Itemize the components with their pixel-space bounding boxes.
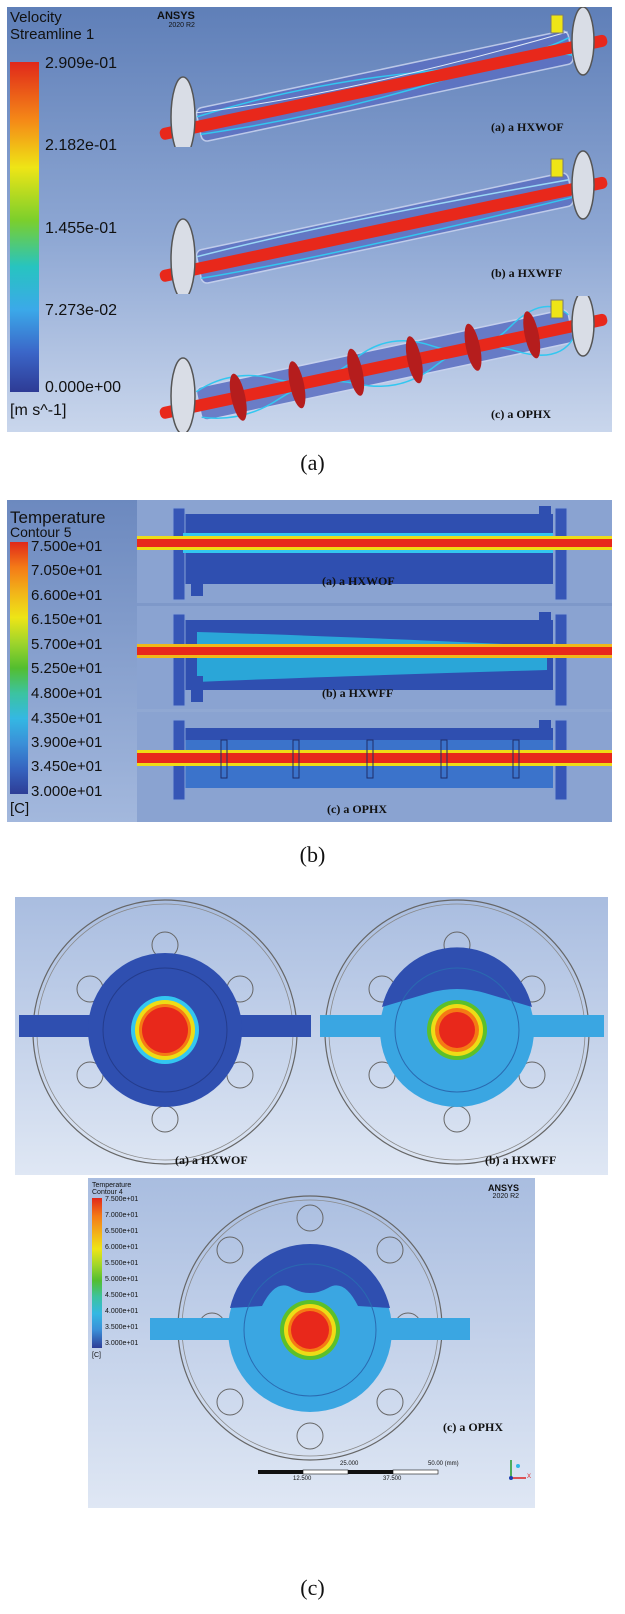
legend-value: 5.700e+01 [31,636,103,653]
case-hxwof-contour: (a) a HXWOF [137,500,612,603]
case-label: (b) a HXWFF [322,686,394,700]
legend-title: Temperature [92,1182,132,1189]
scale-label: 25.000 [340,1461,359,1467]
ansys-logo: ANSYS 2020 R2 [488,1183,520,1201]
case-label: (b) a HXWFF [491,266,563,280]
scale-label: 37.500 [383,1476,402,1482]
legend-value: 6.600e+01 [31,587,103,604]
legend-value: 2.182e-01 [45,137,118,154]
legend-value: 7.273e-02 [45,302,118,319]
legend-value: 1.455e-01 [45,220,118,237]
legend-value: 4.350e+01 [31,710,103,727]
legend-title: Temperature [10,508,106,527]
legend-value: 3.500e+01 [105,1324,139,1331]
legend-value: 4.000e+01 [105,1308,139,1315]
legend-unit: [m s^-1] [10,402,67,419]
legend-value: 7.500e+01 [105,1196,139,1203]
panel-b-temperature-contour: Temperature Contour 5 7.500e+01 7.050e+0… [7,500,612,822]
legend-value: 6.500e+01 [105,1228,139,1235]
velocity-color-bar [10,62,39,392]
legend-subtitle: Contour 4 [92,1189,123,1196]
caption-b: (b) [299,842,326,867]
legend-unit: [C] [10,800,30,817]
case-label: (a) a HXWOF [491,120,564,134]
case-hxwff-contour: (b) a HXWFF [137,606,612,709]
case-label: (c) a OPHX [327,802,387,816]
ansys-logo: ANSYS 2020 R2 [157,10,195,30]
legend-subtitle: Streamline 1 [10,26,95,43]
legend-value: 2.909e-01 [45,55,118,72]
legend-value: 4.800e+01 [31,685,103,702]
legend-title: Velocity [10,9,62,26]
case-label: (c) a OPHX [443,1420,503,1434]
panel-c-cross-sections: (a) a HXWOF (b) a HXWFF [15,897,608,1175]
legend-value: 3.450e+01 [31,758,103,775]
legend-value: 3.000e+01 [31,783,103,800]
legend-value: 7.050e+01 [31,562,103,579]
case-label: (c) a OPHX [491,407,551,421]
legend-value: 5.000e+01 [105,1276,139,1283]
case-hxwff-streamline: (b) a HXWFF [155,149,612,294]
temperature-color-bar [10,542,28,794]
caption-c: (c) [300,1575,325,1600]
case-label: (a) a HXWOF [175,1153,248,1167]
legend-value: 7.000e+01 [105,1212,139,1219]
case-label: (a) a HXWOF [322,574,395,588]
legend-value: 6.150e+01 [31,611,103,628]
legend-value: 6.000e+01 [105,1244,139,1251]
caption-a: (a) [300,450,325,475]
legend-subtitle: Contour 5 [10,524,72,540]
legend-value: 7.500e+01 [31,538,103,555]
case-ophx-streamline: (c) a OPHX [155,296,612,432]
legend-value: 0.000e+00 [45,379,122,396]
scale-label: 12.500 [293,1476,312,1482]
case-label: (b) a HXWFF [485,1153,557,1167]
panel-c-ophx-section: Temperature Contour 4 7.500e+01 7.000e+0… [88,1178,535,1508]
temperature-color-bar [92,1198,102,1348]
legend-unit: [C] [92,1352,101,1359]
legend-value: 5.250e+01 [31,660,103,677]
legend-value: 5.500e+01 [105,1260,139,1267]
scale-label: 50.00 (mm) [428,1461,459,1467]
legend-value: 3.900e+01 [31,734,103,751]
case-ophx-contour: (c) a OPHX [137,712,612,822]
panel-a-velocity-streamlines: Velocity Streamline 1 2.909e-01 2.182e-0… [7,7,612,432]
axis-x-label: X [527,1474,532,1480]
legend-value: 4.500e+01 [105,1292,139,1299]
case-hxwof-streamline: (a) a HXWOF [155,7,612,147]
legend-value: 3.000e+01 [105,1340,139,1347]
